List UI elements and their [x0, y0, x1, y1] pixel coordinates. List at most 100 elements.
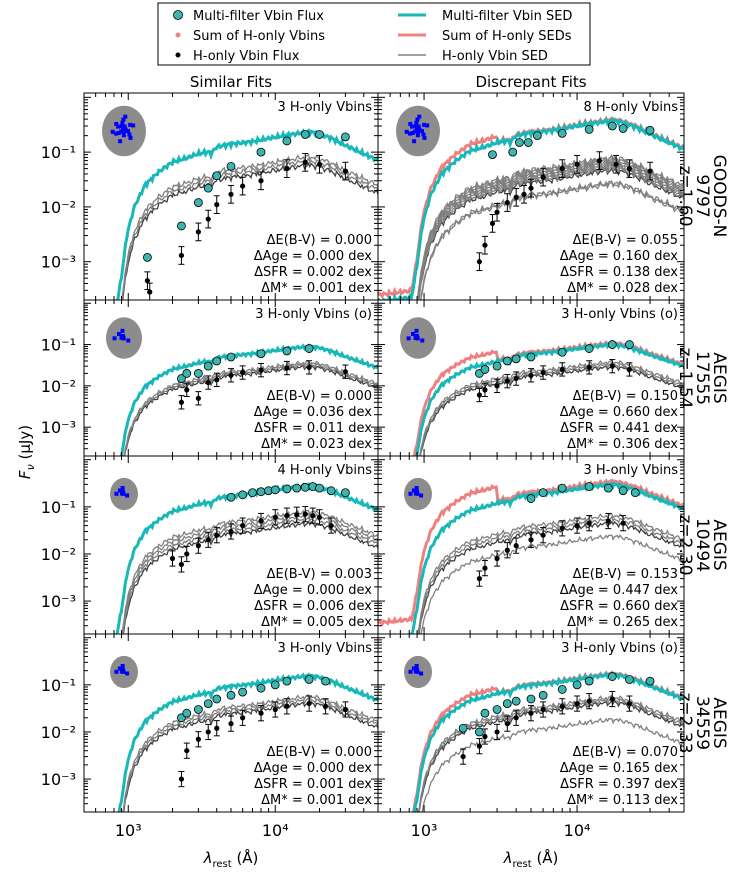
honly-flux-point: [214, 532, 220, 538]
vbin-map-pixel: [116, 130, 121, 135]
y-tick-label: 10⁻²: [41, 377, 76, 396]
honly-flux-point: [169, 555, 176, 562]
vbin-map-pixel: [413, 124, 418, 129]
multi-flux-point: [304, 675, 314, 684]
multi-flux-point: [618, 486, 628, 496]
vbin-map-pixel: [126, 338, 131, 343]
multi-flux-point: [300, 482, 310, 492]
honly-flux-point: [504, 378, 510, 384]
multi-flux-point: [526, 352, 536, 362]
multi-flux-point: [212, 694, 222, 704]
vbin-map-pixel: [121, 334, 125, 338]
legend-marker-sum-vbins: [175, 32, 181, 38]
multi-flux-point: [557, 685, 567, 694]
honly-flux-point: [147, 289, 153, 295]
honly-flux-point: [626, 700, 633, 707]
multi-flux-point: [502, 356, 512, 366]
honly-flux-point: [302, 159, 308, 165]
x-axis-label-left: λrest (Å): [203, 848, 259, 870]
honly-flux-point: [540, 174, 546, 180]
vbin-map-pixel: [116, 124, 121, 129]
vbin-count-label: 4 H-only Vbins: [277, 463, 372, 478]
honly-flux-point: [528, 710, 534, 716]
x-tick-label: 10³: [115, 821, 142, 840]
honly-flux-point: [521, 191, 527, 197]
legend-marker-honly-flux: [175, 52, 181, 58]
vbin-map-pixel: [419, 671, 424, 676]
multi-flux-point: [315, 130, 324, 139]
multi-flux-point: [203, 183, 213, 193]
vbin-map-pixel: [117, 666, 122, 671]
multi-flux-point: [203, 699, 213, 708]
honly-flux-point: [306, 364, 312, 370]
row-label-field: AEGIS: [709, 519, 729, 570]
multi-flux-point: [645, 125, 655, 135]
honly-flux-point: [310, 513, 316, 519]
multi-flux-point: [177, 221, 186, 231]
fit-stat-label: ΔE(B-V) = 0.070: [573, 745, 678, 760]
legend-frame: [157, 2, 591, 66]
honly-flux-point: [228, 528, 234, 535]
vbin-map-pixel: [413, 129, 418, 134]
vbin-map-pixel: [415, 334, 419, 338]
vbin-map-pixel: [419, 129, 424, 134]
honly-flux-point: [489, 220, 496, 227]
fit-stat-label: ΔM* = 0.005 dex: [261, 615, 372, 630]
fit-stat-label: ΔE(B-V) = 0.150: [573, 389, 678, 404]
honly-flux-point: [574, 161, 580, 167]
vbin-map-pixel: [411, 488, 416, 493]
multi-flux-point: [584, 676, 594, 686]
honly-flux-point: [476, 743, 483, 749]
fit-stat-label: ΔSFR = 0.138 dex: [560, 265, 678, 280]
vbin-map-pixel: [411, 666, 416, 671]
honly-flux-point: [205, 216, 211, 222]
multi-flux-point: [238, 490, 248, 500]
vbin-map-pixel: [419, 493, 424, 498]
honly-flux-point: [626, 166, 633, 172]
fit-stat-label: ΔE(B-V) = 0.153: [573, 567, 678, 582]
panel-plot-area: [116, 128, 378, 300]
vbin-map-pixel: [110, 129, 115, 134]
vbin-map-pixel: [404, 129, 409, 134]
honly-flux-point: [258, 710, 264, 716]
vbin-map-pixel: [414, 485, 419, 490]
fit-stat-label: ΔAge = 0.000 dex: [254, 761, 373, 776]
multi-flux-point: [523, 138, 533, 147]
honly-flux-point: [178, 776, 185, 782]
fit-stat-label: ΔM* = 0.113 dex: [567, 793, 678, 808]
vbin-count-label: 3 H-only Vbins (o): [255, 307, 372, 322]
fit-stat-label: ΔAge = 0.160 dex: [560, 249, 679, 264]
vbin-map-pixel: [415, 133, 420, 138]
fit-stat-label: ΔSFR = 0.001 dex: [254, 777, 372, 792]
vbin-map-pixel: [410, 130, 415, 135]
honly-flux-point: [647, 168, 653, 174]
honly-flux-point: [586, 364, 592, 370]
multi-flux-point: [193, 369, 203, 378]
vbin-count-label: 3 H-only Vbins: [277, 100, 372, 115]
panel-plot-area: [412, 340, 684, 456]
vbin-map-pixel: [131, 123, 136, 128]
vbin-map-pixel: [420, 338, 425, 343]
honly-flux-point: [513, 375, 519, 382]
row-label-redshift: z=1.54: [675, 347, 695, 408]
multi-flux-point: [480, 708, 490, 718]
vbin-map-pixel: [411, 332, 416, 337]
honly-flux-point: [342, 168, 348, 174]
honly-flux-point: [342, 706, 348, 713]
multi-sed-curve: [378, 116, 684, 300]
fit-stat-label: ΔAge = 0.000 dex: [254, 583, 373, 598]
vbin-map-pixel: [123, 114, 128, 119]
fit-stat-label: ΔAge = 0.036 dex: [254, 405, 373, 420]
panel-grid: 10⁻³ 10⁻² 10⁻¹ 3 H-only Vbins ΔE(B-V) = 0.00…: [41, 92, 685, 840]
honly-sed-curve: [122, 693, 378, 812]
honly-flux-point: [494, 209, 500, 215]
honly-flux-point: [284, 365, 290, 371]
vbin-map-pixel: [406, 336, 411, 341]
honly-flux-point: [240, 715, 246, 721]
x-tick-label: 10⁴: [262, 821, 289, 840]
vbin-map-pixel: [417, 127, 422, 132]
vbin-map-pixel: [118, 139, 123, 144]
honly-flux-point: [482, 565, 488, 571]
vbin-map-pixel: [128, 135, 133, 140]
honly-flux-point: [195, 229, 201, 235]
